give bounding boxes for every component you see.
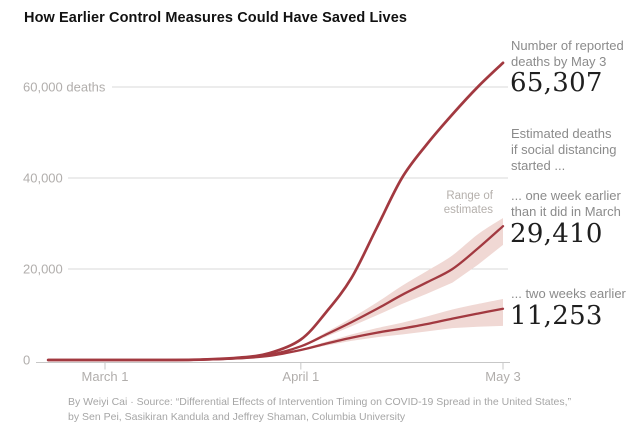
range-label-line1: Range of [446,190,493,202]
y-axis-label-60000: 60,000 deaths [23,79,106,95]
y-axis-label-0: 0 [23,352,31,368]
one-week-note-line2: than it did in March [511,204,621,219]
reported-deaths-value: 65,307 [510,68,603,98]
one-week-value: 29,410 [510,219,603,249]
two_weeks_earlier_estimate-range-band [48,299,504,361]
estimated-deaths-note: Estimated deaths if social distancing st… [511,126,640,174]
footer-credits: By Weiyi Cai · Source: “Differential Eff… [68,395,613,425]
one-week-note: ... one week earlier than it did in Marc… [511,188,640,220]
reported-deaths-note-line1: Number of reported [511,38,624,53]
y-axis-label-20000: 20,000 [23,261,63,277]
two-weeks-value: 11,253 [510,301,603,331]
range-of-estimates-label: Range of estimates [420,190,493,217]
two_weeks_earlier_estimate-line [46,307,505,362]
estimated-deaths-note-line3: started ... [511,158,566,173]
two-weeks-note-line1: ... two weeks earlier [511,286,626,301]
chart-title: How Earlier Control Measures Could Have … [24,10,408,26]
one_week_earlier_estimate-range-band [48,218,504,361]
x-axis-label-may-3: May 3 [485,369,521,384]
footer-line2: by Sen Pei, Sasikiran Kandula and Jeffre… [68,411,406,423]
one_week_earlier_estimate-line [46,225,505,362]
estimated-deaths-note-line2: if social distancing [511,142,617,157]
x-axis-label-april-1: April 1 [282,369,320,384]
estimated-deaths-note-line1: Estimated deaths [511,126,612,141]
two-weeks-note: ... two weeks earlier [511,286,640,302]
one-week-note-line1: ... one week earlier [511,188,621,203]
reported-deaths-note: Number of reported deaths by May 3 [511,38,640,70]
reported-deaths-note-line2: deaths by May 3 [511,54,607,69]
range-label-line2: estimates [443,203,493,216]
x-axis-label-march-1: March 1 [81,369,129,384]
y-axis-label-40000: 40,000 [23,170,63,186]
footer-line1: By Weiyi Cai · Source: “Differential Eff… [68,396,572,408]
